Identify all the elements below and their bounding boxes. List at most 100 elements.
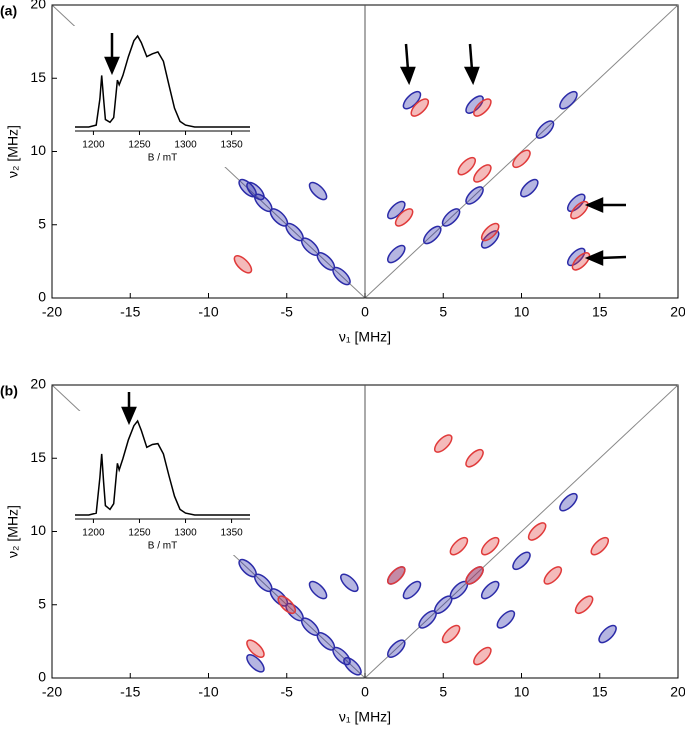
y-tick-label: 5 (38, 595, 46, 611)
y-axis-label: ν₂ [MHz] (5, 125, 21, 178)
contour-peak (402, 580, 422, 600)
contour-peak (496, 610, 516, 629)
x-tick-label: 5 (439, 684, 447, 700)
x-tick-label: -10 (198, 684, 218, 700)
inset-x-tick-label: 1200 (82, 140, 105, 151)
contour-peak (441, 208, 461, 227)
contour-peak (527, 522, 547, 541)
arrow (468, 43, 474, 71)
contour-peak (449, 536, 469, 556)
x-tick-label: 10 (514, 304, 530, 320)
contour-peak (512, 149, 531, 169)
contour-peak (473, 646, 492, 666)
contour-peak (246, 181, 265, 201)
x-tick-label: 5 (439, 304, 447, 320)
inset-x-tick-label: 1250 (128, 528, 151, 539)
contour-peak (457, 156, 477, 176)
x-axis-label: ν₁ [MHz] (339, 709, 391, 725)
contour-peak (590, 536, 610, 556)
contour-peak (473, 98, 492, 117)
contour-peak (520, 178, 539, 198)
arrow-head (584, 197, 604, 213)
y-tick-label: 0 (38, 289, 46, 305)
contour-peak (571, 252, 591, 271)
arrows (104, 33, 627, 426)
contour-peak (332, 646, 351, 666)
contour-peak (441, 624, 461, 644)
x-tick-label: 10 (514, 684, 530, 700)
x-tick-label: -10 (198, 304, 218, 320)
contour-peak (480, 580, 500, 600)
inset-x-tick-label: 1300 (174, 528, 197, 539)
panel-label: (b) (0, 383, 18, 399)
contour-peak (433, 434, 453, 453)
contour-peak (387, 566, 406, 585)
arrow-head (121, 406, 137, 426)
x-tick-label: 0 (361, 304, 369, 320)
contour-peak (598, 624, 617, 644)
x-tick-label: -5 (281, 304, 294, 320)
y-tick-label: 10 (30, 522, 46, 538)
x-tick-label: -20 (42, 684, 62, 700)
y-tick-label: 15 (30, 69, 46, 85)
arrow (404, 43, 410, 71)
inset-x-label: B / mT (148, 153, 177, 164)
x-tick-label: 15 (592, 684, 608, 700)
inset-x-tick-label: 1350 (220, 528, 243, 539)
y-tick-label: 20 (30, 376, 46, 392)
y-tick-label: 0 (38, 669, 46, 685)
contour-peak (387, 244, 406, 264)
inset: 1200 1250 1300 1350 B / mT (71, 26, 254, 167)
x-tick-label: -15 (120, 684, 140, 700)
x-tick-label: 0 (361, 684, 369, 700)
y-axis-label: ν₂ [MHz] (5, 505, 21, 558)
arrow-head (584, 250, 604, 266)
contour-peak (277, 595, 297, 615)
x-tick-label: 20 (670, 304, 685, 320)
contour-peak (394, 208, 414, 227)
inset-x-label: B / mT (148, 541, 177, 552)
contour-peak (308, 580, 328, 600)
diagonal (364, 384, 679, 679)
contour-peak (566, 193, 586, 213)
inset-background (71, 26, 254, 167)
contour-peak (559, 492, 578, 512)
inset-x-tick-label: 1350 (220, 140, 243, 151)
contour-peak (423, 225, 442, 245)
contour-peak (340, 573, 359, 593)
contour-peak (246, 654, 265, 673)
inset: 1200 1250 1300 1350 B / mT (71, 411, 254, 555)
contour-peak (308, 181, 328, 201)
contour-peak (480, 536, 500, 556)
contour-peak (559, 90, 578, 110)
arrow-head (399, 66, 416, 86)
inset-background (71, 411, 254, 555)
contour-peak (465, 186, 484, 205)
x-tick-label: 15 (592, 304, 608, 320)
x-tick-label: 20 (670, 684, 685, 700)
epr-spectrum (75, 34, 250, 128)
contour-peak (465, 566, 484, 585)
y-tick-label: 5 (38, 215, 46, 231)
contour-peak (465, 95, 484, 114)
arrow-head (463, 66, 480, 86)
contour-peak (543, 566, 563, 585)
contour-peak (465, 448, 484, 468)
arrow-head (104, 56, 120, 76)
contour-peak (246, 639, 265, 658)
contour-peak (512, 551, 531, 571)
contour-peak (343, 656, 362, 676)
contour-peak (387, 639, 406, 658)
contour-peak (535, 120, 555, 139)
contour-peak (410, 98, 430, 117)
inset-x-tick-label: 1300 (174, 140, 197, 151)
inset-x-tick-label: 1200 (82, 528, 105, 539)
y-tick-label: 20 (30, 0, 46, 12)
epr-spectrum (75, 419, 250, 516)
panel: -20 -15 -10 -5 0 5 10 15 20 0 5 10 15 20 ν₁ [MHz] ν₂ [M… (0, 376, 685, 725)
contour-peak (233, 255, 253, 274)
contour-peak (566, 247, 586, 267)
x-axis-label: ν₁ [MHz] (339, 329, 391, 345)
panel: -20 -15 -10 -5 0 5 10 15 20 0 5 10 15 20 ν₁ [MHz] ν₂ [M… (0, 0, 685, 345)
